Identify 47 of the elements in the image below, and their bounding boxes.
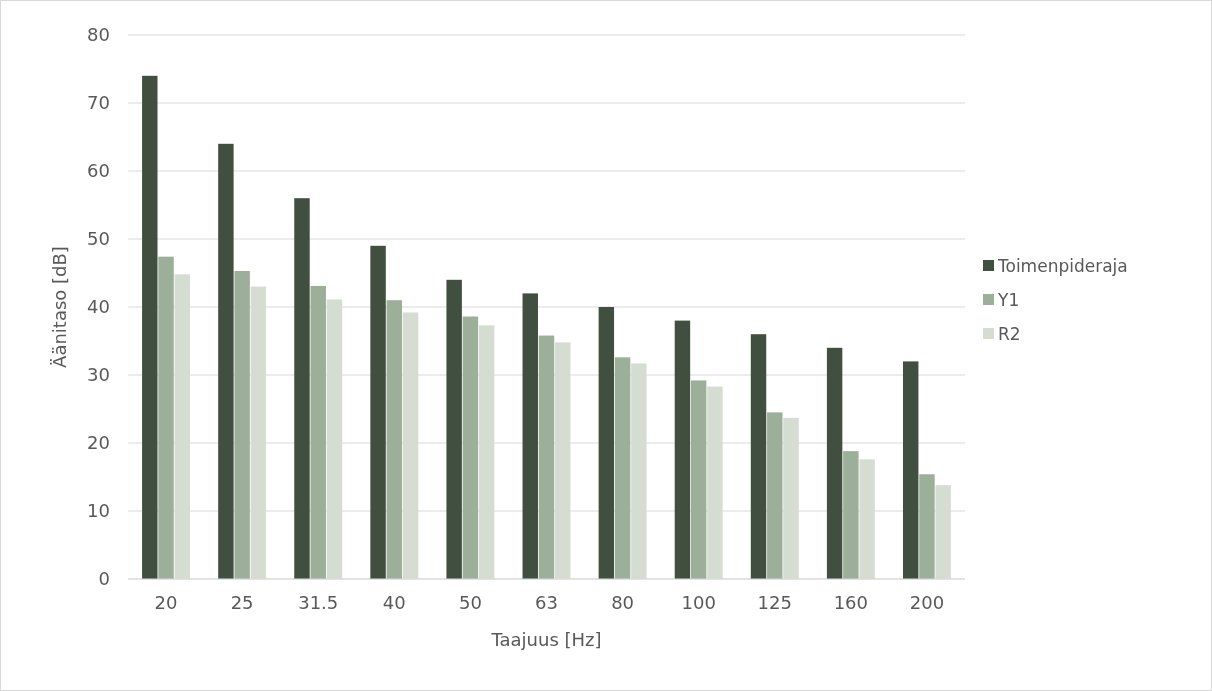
x-tick-label: 160	[833, 592, 869, 613]
x-axis-title: Taajuus [Hz]	[490, 629, 602, 650]
x-tick-label: 50	[458, 592, 482, 613]
bar	[538, 335, 555, 579]
y-tick-label: 70	[87, 92, 110, 114]
y-tick-label: 80	[87, 24, 110, 46]
bar	[522, 293, 538, 579]
bar	[690, 380, 707, 579]
bar	[902, 361, 919, 579]
bar	[598, 307, 615, 579]
y-tick-label: 50	[87, 228, 110, 250]
bar	[158, 256, 174, 579]
bar	[843, 451, 859, 579]
bar	[614, 357, 631, 579]
bar	[386, 300, 403, 579]
bar	[142, 75, 158, 579]
bar	[234, 270, 250, 579]
legend-label: Toimenpideraja	[997, 255, 1128, 276]
bar	[462, 316, 479, 579]
y-tick-label: 10	[87, 500, 110, 522]
bar	[919, 474, 935, 579]
x-tick-label: 63	[535, 592, 558, 613]
bar	[218, 143, 234, 579]
x-tick-label: 125	[757, 592, 792, 613]
bar	[310, 285, 326, 579]
y-tick-label: 40	[87, 296, 110, 318]
bar	[767, 412, 783, 579]
y-tick-label: 0	[98, 568, 110, 590]
x-tick-label: 200	[909, 592, 945, 613]
y-axis-title: Äänitaso [dB]	[49, 246, 70, 368]
bar	[370, 245, 386, 579]
x-tick-label: 20	[154, 592, 178, 613]
x-tick-label: 31.5	[298, 592, 339, 613]
bar	[750, 334, 767, 579]
x-tick-label: 80	[611, 592, 635, 613]
legend-label: R2	[998, 323, 1021, 344]
legend-label: Y1	[997, 289, 1020, 310]
x-tick-label: 25	[230, 592, 254, 613]
bar	[294, 198, 310, 579]
bar	[446, 279, 462, 579]
y-tick-label: 60	[87, 160, 110, 182]
x-tick-label: 100	[681, 592, 716, 613]
y-tick-label: 20	[87, 432, 110, 454]
x-tick-label: 40	[382, 592, 406, 613]
bar	[826, 347, 843, 579]
y-tick-label: 30	[87, 364, 110, 386]
bar	[674, 320, 691, 579]
